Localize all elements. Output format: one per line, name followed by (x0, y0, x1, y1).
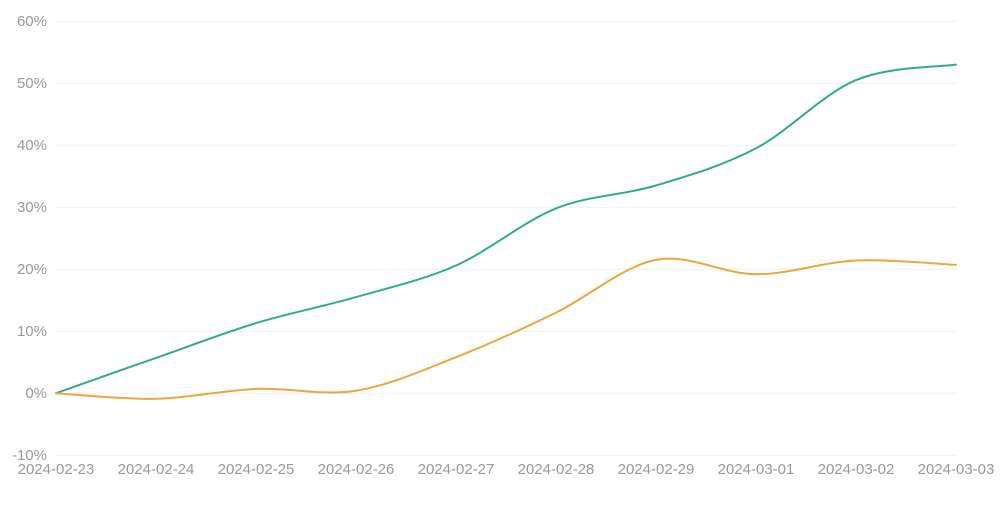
x-tick-label: 2024-03-02 (818, 461, 895, 478)
y-tick-label: 10% (17, 323, 47, 340)
orange-series-line[interactable] (55, 257, 957, 400)
y-tick-label: 20% (17, 261, 47, 278)
x-tick-label: 2024-02-25 (218, 461, 295, 478)
green-series-line[interactable] (55, 63, 957, 395)
x-tick-label: 2024-03-03 (918, 461, 995, 478)
x-tick-label: 2024-03-01 (718, 461, 795, 478)
x-tick-label: 2024-02-26 (318, 461, 395, 478)
x-tick-label: 2024-02-24 (118, 461, 195, 478)
y-tick-label: -10% (12, 447, 47, 464)
y-tick-label: 40% (17, 137, 47, 154)
x-tick-label: 2024-02-28 (518, 461, 595, 478)
y-tick-label: 30% (17, 199, 47, 216)
x-tick-label: 2024-02-23 (18, 461, 95, 478)
x-tick-label: 2024-02-29 (618, 461, 695, 478)
y-tick-label: 50% (17, 75, 47, 92)
y-tick-label: 60% (17, 13, 47, 30)
x-tick-label: 2024-02-27 (418, 461, 495, 478)
y-tick-label: 0% (25, 385, 47, 402)
